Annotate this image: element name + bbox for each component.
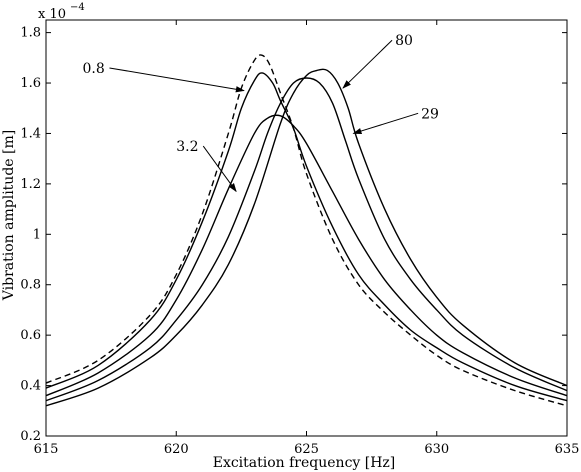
y-tick-label: 0.8 bbox=[20, 278, 41, 293]
y-tick-label: 0.2 bbox=[20, 429, 41, 444]
x-tick-label: 635 bbox=[555, 442, 580, 457]
y-exponent-base: x 10 bbox=[38, 7, 66, 22]
series-line-4 bbox=[45, 77, 568, 402]
y-tick-label: 1.6 bbox=[20, 76, 41, 91]
x-tick-label: 620 bbox=[164, 442, 189, 457]
x-tick-label: 630 bbox=[424, 442, 449, 457]
y-tick-label: 1.2 bbox=[20, 177, 41, 192]
annotation-arrow bbox=[202, 145, 237, 193]
series-line-3 bbox=[45, 114, 568, 397]
series-line-dashed bbox=[45, 54, 568, 407]
x-axis-label: Excitation frequency [Hz] bbox=[213, 455, 396, 471]
series-line-5 bbox=[45, 68, 568, 407]
y-tick-label: 0.4 bbox=[20, 379, 41, 394]
annotation-label: 0.8 bbox=[82, 61, 104, 77]
y-exponent-power: −4 bbox=[70, 2, 85, 13]
y-tick-label: 1 bbox=[33, 227, 41, 242]
x-tick-label: 615 bbox=[34, 442, 59, 457]
plot-area: 615 620 625 630 635 0.2 0.4 0.6 0.8 1 1.2 1.4 1.6 1.8… bbox=[20, 19, 580, 457]
annotation-label: 3.2 bbox=[176, 139, 198, 155]
y-tick-label: 0.6 bbox=[20, 328, 41, 343]
series-line-2 bbox=[45, 72, 568, 402]
annotation-label: 29 bbox=[421, 106, 439, 122]
y-tick-label: 1.8 bbox=[20, 26, 41, 41]
annotation-arrow bbox=[352, 112, 419, 135]
annotation-arrow bbox=[342, 39, 393, 89]
y-tick-label: 1.4 bbox=[20, 126, 41, 141]
y-axis-label: Vibration amplitude [m] bbox=[1, 130, 17, 301]
x-tick-label: 625 bbox=[294, 442, 319, 457]
annotation-arrow bbox=[109, 67, 245, 93]
annotation-label: 80 bbox=[395, 33, 413, 49]
